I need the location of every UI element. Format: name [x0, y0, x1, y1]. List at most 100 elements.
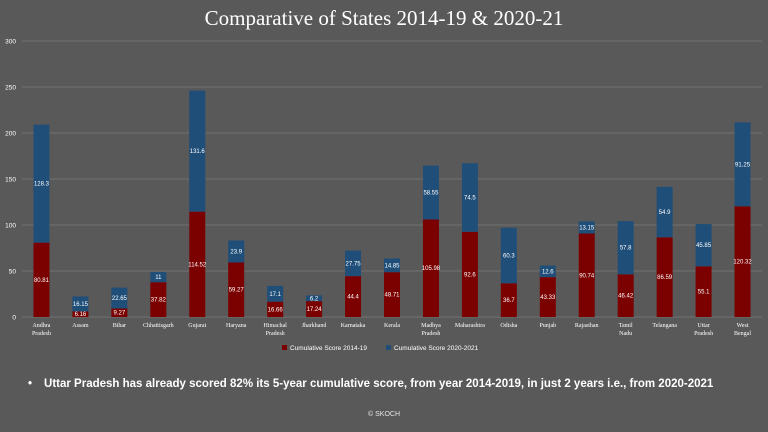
x-tick-label: Punjab	[539, 323, 556, 329]
bar-2020-21	[500, 227, 517, 284]
bar-2014-19	[695, 266, 712, 317]
bar-2020-21	[656, 186, 673, 238]
x-tick-label: Haryana	[226, 323, 247, 329]
bar-2020-21	[578, 221, 595, 234]
bar-2014-19	[656, 237, 673, 317]
bar-2014-19	[734, 206, 751, 317]
x-tick-label: Tamil Nadu	[619, 323, 633, 337]
data-label: 43.33	[540, 295, 556, 301]
bar-2014-19	[422, 219, 439, 317]
y-tick-label: 0	[12, 315, 16, 322]
y-tick-label: 200	[5, 131, 16, 138]
data-label: 74.5	[464, 196, 476, 202]
bar-2014-19	[267, 301, 284, 317]
data-label: 11	[155, 275, 162, 281]
x-tick-label: Bihar	[113, 323, 126, 329]
data-label: 105.98	[422, 266, 441, 272]
legend-label: Cumulative Score 2020-2021	[394, 345, 479, 352]
x-tick-label: Rajasthan	[575, 323, 599, 329]
bar-2020-21	[306, 295, 323, 302]
data-label: 120.32	[733, 260, 752, 266]
stacked-bar-chart: 0 50 100 150 200 250 300 80.81 128.3 Andhra Prades…	[5, 39, 762, 352]
bar-2020-21	[422, 165, 439, 220]
data-label: 91.25	[735, 162, 751, 168]
bar-2014-19	[306, 301, 323, 317]
bar-2020-21	[111, 287, 128, 309]
legend-swatch-2014-19	[282, 345, 287, 350]
bar-2014-19	[189, 211, 206, 317]
x-tick-label: Odisha	[500, 323, 517, 329]
data-label: 44.4	[347, 295, 359, 301]
data-label: 6.2	[310, 296, 319, 302]
data-label: 14.85	[384, 263, 400, 269]
bar-2020-21	[384, 258, 400, 273]
x-tick-label: West Bengal	[734, 323, 751, 337]
data-label: 92.6	[464, 272, 476, 278]
data-label: 9.27	[114, 311, 126, 317]
legend-swatch-2020-21	[386, 345, 391, 350]
bar-2014-19	[539, 277, 556, 317]
x-tick-label: Andhra Pradesh	[32, 323, 51, 337]
x-tick-label: Chhattisgarh	[143, 323, 174, 329]
data-label: 55.1	[698, 290, 710, 296]
bar-2020-21	[150, 272, 167, 283]
data-label: 22.65	[112, 296, 128, 302]
bar-2020-21	[539, 265, 556, 278]
bar-2014-19	[72, 311, 89, 317]
data-label: 17.1	[269, 292, 281, 298]
bar-2014-19	[461, 231, 478, 317]
bar-2020-21	[617, 221, 634, 275]
bar-2020-21	[345, 250, 362, 277]
data-label: 23.9	[230, 249, 242, 255]
bullet-icon: •	[28, 378, 33, 390]
y-tick-label: 50	[9, 269, 17, 276]
bar-2020-21	[267, 285, 284, 302]
bar-2014-19	[228, 262, 245, 317]
bar-2020-21	[734, 122, 751, 207]
bar-2014-19	[150, 282, 167, 317]
data-label: 16.66	[268, 307, 284, 313]
data-label: 13.15	[579, 225, 595, 231]
data-label: 17.24	[307, 307, 323, 313]
x-tick-label: Himachal Pradesh	[263, 323, 287, 337]
bar-2020-21	[72, 296, 89, 312]
bar-2014-19	[578, 233, 595, 317]
bar-2014-19	[111, 308, 128, 317]
x-tick-label: Maharashtra	[455, 323, 485, 329]
y-tick-label: 150	[5, 177, 16, 184]
data-label: 57.8	[620, 246, 632, 252]
data-label: 37.82	[151, 298, 167, 304]
data-label: 128.3	[34, 182, 50, 188]
y-tick-label: 300	[5, 39, 16, 46]
bar-2014-19	[500, 283, 517, 317]
data-label: 86.59	[657, 275, 673, 281]
bar-2020-21	[228, 240, 245, 263]
bar-2014-19	[345, 276, 362, 317]
x-tick-label: Jharkhand	[302, 323, 327, 329]
data-label: 45.85	[696, 243, 712, 249]
legend-label: Cumulative Score 2014-19	[290, 345, 367, 352]
data-label: 46.42	[618, 294, 634, 300]
bar-2020-21	[695, 224, 712, 267]
bar-2020-21	[461, 163, 478, 232]
data-label: 16.15	[73, 302, 89, 308]
x-tick-label: Kerala	[384, 323, 400, 329]
data-label: 114.52	[188, 262, 207, 268]
data-label: 131.6	[190, 149, 206, 155]
key-insight-note: • Uttar Pradesh has already scored 82% i…	[28, 378, 748, 390]
x-tick-label: Gujarat	[188, 323, 206, 329]
bar-2020-21	[33, 124, 50, 243]
data-label: 54.9	[659, 210, 671, 216]
bar-2020-21	[189, 90, 206, 212]
x-tick-label: Uttar Pradesh	[694, 323, 713, 337]
note-text: Uttar Pradesh has already scored 82% its…	[44, 378, 714, 390]
data-label: 27.75	[346, 261, 362, 267]
bar-2014-19	[33, 242, 50, 317]
x-tick-label: Madhya Pradesh	[421, 323, 441, 337]
chart-title: Comparative of States 2014-19 & 2020-21	[204, 6, 564, 30]
y-tick-label: 250	[5, 85, 16, 92]
copyright-credit: © SKOCH	[368, 411, 400, 418]
data-label: 48.71	[384, 293, 400, 299]
data-label: 58.55	[423, 191, 439, 197]
